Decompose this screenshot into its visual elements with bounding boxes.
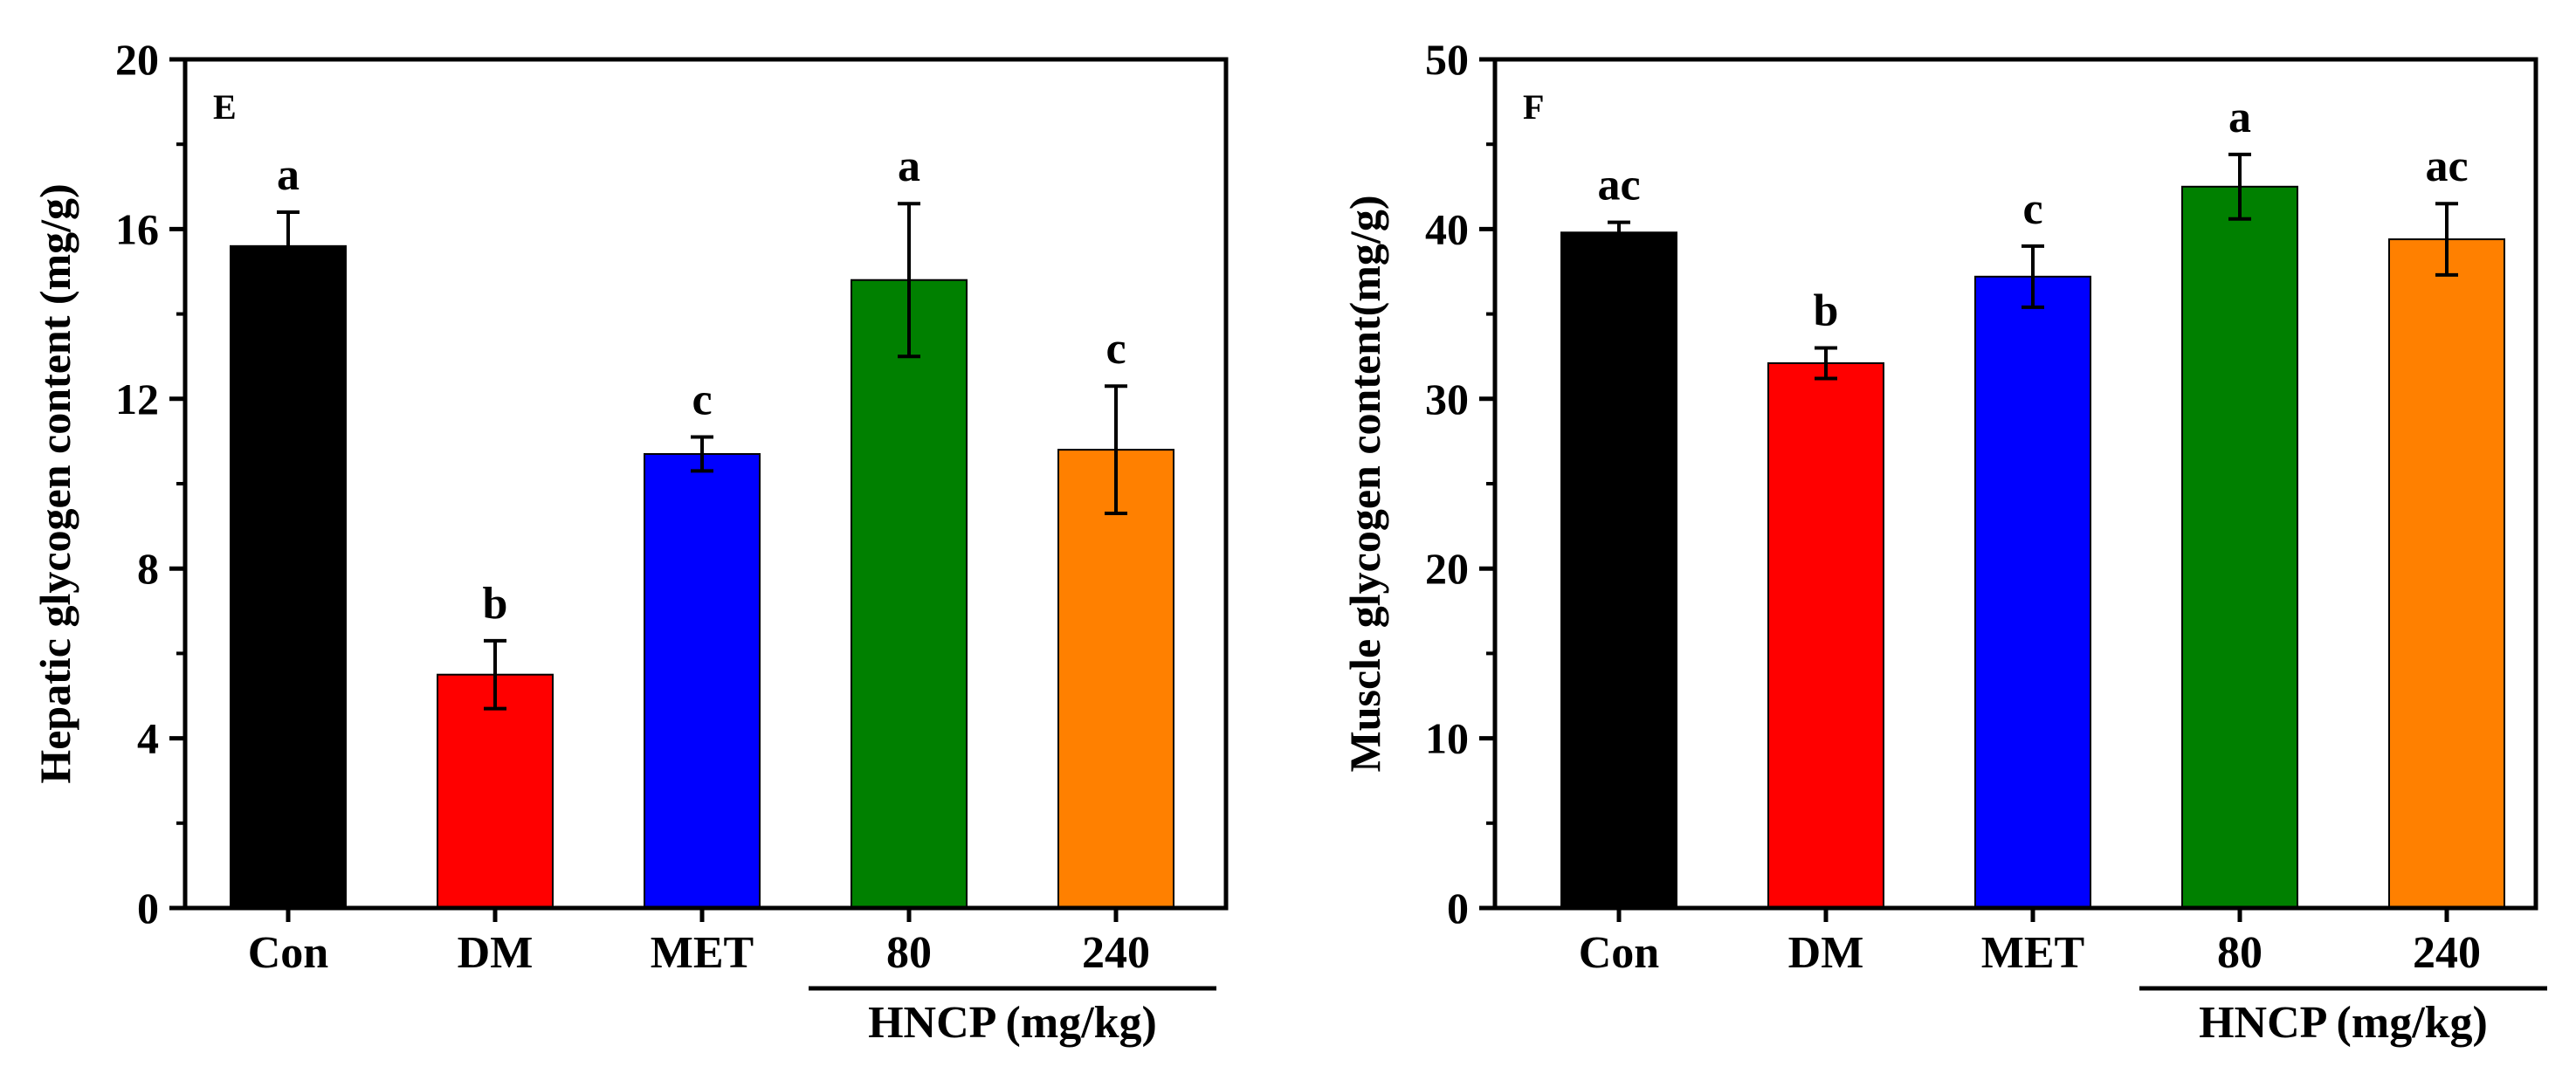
error-bar-dm [1815,346,1837,381]
significance-label-80: a [898,141,920,191]
error-bar-80 [2228,152,2251,221]
y-tick-label: 20 [115,35,159,84]
significance-label-met: c [692,375,712,425]
bar-dm [437,673,554,909]
bar-con [230,244,347,909]
significance-label-dm: b [1814,286,1839,335]
x-tick-label-con: Con [248,928,329,978]
y-tick-label: 20 [1425,544,1469,593]
bar-met [1974,275,2091,910]
y-tick-label: 50 [1425,35,1469,84]
significance-label-dm: b [483,579,508,629]
x-tick-label-240: 240 [2413,928,2481,978]
y-tick-label: 0 [137,884,159,932]
bar-80 [2181,185,2298,910]
y-axis-label: Muscle glycogen content(mg/g) [1340,196,1389,773]
y-tick-label: 10 [1425,714,1469,763]
y-tick-label: 4 [137,714,159,763]
error-bar-met [691,435,713,473]
significance-label-80: a [2228,93,2251,142]
panel-label: F [1523,87,1544,127]
x-tick-label-con: Con [1579,928,1660,978]
significance-label-240: c [1105,324,1126,374]
group-label: HNCP (mg/kg) [868,998,1157,1048]
x-tick-label-240: 240 [1082,928,1150,978]
y-tick-label: 30 [1425,375,1469,423]
y-tick-label: 0 [1447,884,1469,932]
x-tick-label-dm: DM [1788,928,1864,978]
bar-con [1560,231,1677,909]
error-bar-240 [2435,202,2458,277]
bar-met [644,452,761,909]
x-tick-label-dm: DM [458,928,534,978]
chart-panel-e: a b c a c 0 4 8 12 16 20 Con DM MET 80 240 HNCP (mg/kg) E… [31,35,1229,1048]
x-tick-label-met: MET [651,928,754,978]
error-bar-con [277,210,300,282]
x-tick-label-80: 80 [2217,928,2263,978]
chart-panel-f: ac b c a ac 0 10 20 30 40 50 Con DM MET 80 240 HNCP (mg/… [1340,35,2547,1048]
y-tick-label: 8 [137,544,159,593]
y-tick-label: 40 [1425,204,1469,253]
bar-80 [851,279,968,910]
y-tick-label: 12 [115,375,159,423]
error-bar-met [2022,244,2044,309]
bar-dm [1767,361,1884,909]
error-bar-240 [1105,384,1127,516]
y-tick-label: 16 [115,204,159,253]
significance-label-240: ac [2425,141,2468,191]
panel-label: E [213,87,237,127]
error-bar-80 [898,202,920,359]
error-bar-con [1608,220,1630,244]
error-bar-dm [484,638,506,711]
bar-240 [1057,449,1174,909]
significance-label-con: ac [1597,161,1640,210]
bar-240 [2388,238,2505,909]
x-tick-label-80: 80 [886,928,932,978]
significance-label-con: a [277,150,300,200]
y-axis-label: Hepatic glycogen content (mg/g) [31,183,79,783]
significance-label-met: c [2022,184,2042,234]
x-tick-label-met: MET [1981,928,2084,978]
group-label: HNCP (mg/kg) [2199,998,2488,1048]
